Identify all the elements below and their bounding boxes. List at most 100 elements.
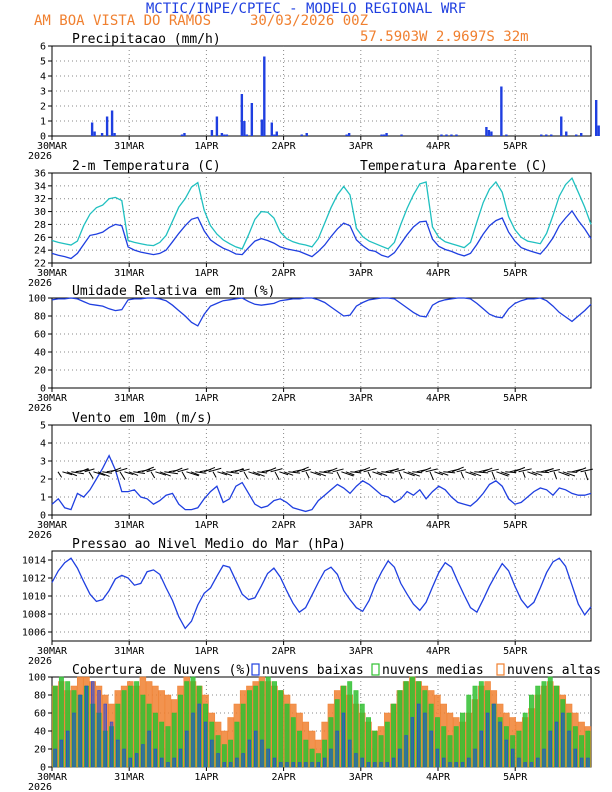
x-tick-label: 3APR xyxy=(349,268,374,279)
wind-arrow xyxy=(553,471,557,480)
y-tick-label: 100 xyxy=(28,673,46,684)
panel-5: 1006 1008 1010 1012 1014 30MAR 31MAR 1APR 2APR 3A… xyxy=(22,537,592,667)
x-tick-label: 4APR xyxy=(426,268,451,279)
x-tick-label: 1APR xyxy=(194,393,219,404)
precip-bar xyxy=(215,116,219,136)
wind-arrow xyxy=(513,466,526,473)
x-year-label: 2026 xyxy=(28,151,52,162)
wind-arrow xyxy=(181,471,187,480)
y-tick-label: 34 xyxy=(34,181,46,192)
x-tick-label: 30MAR xyxy=(37,393,68,404)
wind-arrow xyxy=(505,471,517,474)
wind-arrow xyxy=(558,471,570,477)
series-line xyxy=(51,454,592,513)
y-tick-label: 26 xyxy=(34,233,46,244)
cloud-bar xyxy=(354,753,358,768)
panel-title: 2-m Temperatura (C) xyxy=(72,159,221,174)
wind-arrow xyxy=(102,471,113,474)
wind-arrow xyxy=(350,471,362,474)
x-tick-label: 5APR xyxy=(503,520,528,531)
wind-arrow xyxy=(562,471,576,477)
x-tick-label: 30MAR xyxy=(37,520,68,531)
y-tick-label: 1014 xyxy=(22,556,46,567)
cloud-bar xyxy=(529,694,534,768)
wind-arrow xyxy=(314,471,327,477)
wind-arrow xyxy=(544,467,554,473)
cloud-bar xyxy=(398,748,402,768)
wind-arrow xyxy=(128,471,139,476)
cloud-bar xyxy=(310,762,314,768)
cloud-bar xyxy=(122,748,126,768)
cloud-bar xyxy=(191,712,195,768)
cloud-bar xyxy=(423,712,427,768)
cloud-bar xyxy=(517,757,521,768)
precip-bar xyxy=(245,134,249,136)
wind-arrow xyxy=(398,471,403,479)
x-tick-label: 31MAR xyxy=(114,520,145,531)
wind-arrow xyxy=(270,468,283,473)
y-tick-label: 28 xyxy=(34,220,46,231)
wind-arrow xyxy=(279,471,289,476)
precip-bar xyxy=(550,134,553,136)
wind-arrow xyxy=(487,468,499,473)
wind-arrow xyxy=(500,471,510,476)
x-tick-label: 31MAR xyxy=(114,393,145,404)
y-tick-label: 2 xyxy=(40,475,46,486)
cloud-bar xyxy=(153,748,158,768)
legend-swatch xyxy=(371,663,380,676)
wind-arrow xyxy=(522,471,526,478)
y-tick-label: 80 xyxy=(34,312,46,323)
cloud-bar xyxy=(492,703,496,768)
cloud-bar xyxy=(279,762,283,768)
x-tick-label: 4APR xyxy=(426,393,451,404)
x-tick-label: 2APR xyxy=(272,393,297,404)
cloud-bar xyxy=(185,730,189,768)
legend-label: nuvens baixas xyxy=(262,663,364,678)
cloud-bar xyxy=(228,762,233,768)
precip-bar xyxy=(500,86,503,136)
wind-arrow xyxy=(79,468,89,473)
y-tick-label: 0 xyxy=(40,384,46,395)
x-tick-label: 5APR xyxy=(503,268,528,279)
cloud-bar xyxy=(91,681,95,768)
x-tick-label: 30MAR xyxy=(37,772,68,783)
x-tick-label: 5APR xyxy=(503,772,528,783)
wind-arrow xyxy=(407,471,420,477)
y-tick-label: 2 xyxy=(40,102,46,113)
x-tick-label: 3APR xyxy=(349,646,374,657)
cloud-bar xyxy=(522,712,528,768)
y-tick-label: 20 xyxy=(34,745,46,756)
panel-title: Precipitacao (mm/h) xyxy=(72,32,221,47)
cloud-bar xyxy=(203,721,208,768)
cloud-bar xyxy=(341,712,346,768)
precip-bar xyxy=(100,133,104,136)
cloud-bar xyxy=(316,762,321,768)
wind-arrow xyxy=(274,471,280,481)
wind-arrow xyxy=(469,471,482,477)
wind-arrow xyxy=(190,471,200,476)
cloud-bar xyxy=(290,717,296,768)
precip-bar xyxy=(485,127,488,136)
precip-bar xyxy=(382,134,386,136)
legend-label: nuvens altas xyxy=(507,663,601,678)
wind-arrow xyxy=(336,471,342,480)
wind-arrow xyxy=(172,467,183,473)
cloud-bar xyxy=(542,748,546,768)
wind-arrow xyxy=(394,468,405,473)
cloud-bar xyxy=(166,762,170,768)
wind-arrow xyxy=(66,471,78,477)
cloud-bar xyxy=(160,757,164,768)
wind-arrow xyxy=(203,466,216,473)
wind-arrow xyxy=(62,471,73,476)
y-tick-label: 80 xyxy=(34,691,46,702)
cloud-bar xyxy=(429,730,433,768)
wind-arrow xyxy=(580,468,593,473)
wind-arrow xyxy=(372,471,383,476)
series-line xyxy=(51,209,592,260)
wind-arrow xyxy=(496,471,509,477)
cloud-bar xyxy=(359,703,365,768)
x-tick-label: 4APR xyxy=(426,141,451,152)
cloud-bar xyxy=(127,685,133,768)
